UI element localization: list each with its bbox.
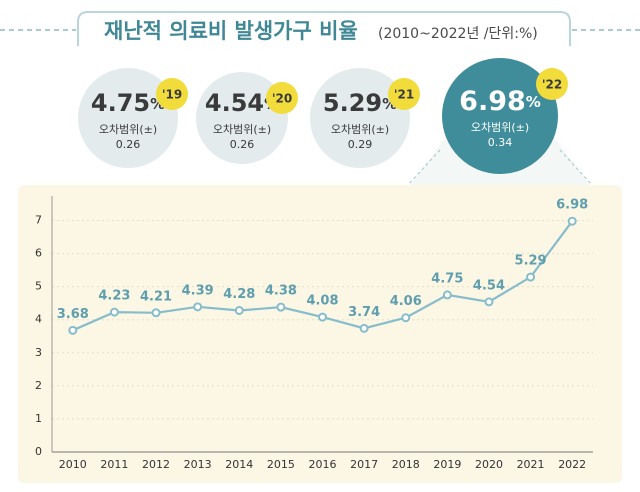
beam-edge <box>407 149 441 186</box>
highlight-value: 4.75 <box>91 89 150 117</box>
chart-panel <box>18 185 622 483</box>
x-tick-label: 2022 <box>558 458 586 471</box>
x-tick-label: 2011 <box>100 458 128 471</box>
error-value: 0.29 <box>348 138 373 151</box>
data-label: 4.21 <box>140 289 172 304</box>
error-label: 오차범위(±) <box>213 123 271 136</box>
y-tick-label: 1 <box>35 412 42 425</box>
beam-edge <box>559 149 593 186</box>
title-frame <box>77 11 571 46</box>
highlights: 4.75% 오차범위(±) 0.26 '19 4.54% 오차범위(±) 0.26 '20 5.… <box>78 58 568 174</box>
data-label: 3.68 <box>57 307 89 322</box>
x-tick-label: 2014 <box>225 458 253 471</box>
error-value: 0.26 <box>230 138 255 151</box>
highlight-value-group: 6.98% <box>459 86 541 117</box>
data-label: 4.54 <box>473 278 505 293</box>
data-point <box>234 305 244 315</box>
highlight-value: 4.54 <box>205 89 264 117</box>
highlight-value: 5.29 <box>323 89 382 117</box>
y-tick-label: 3 <box>35 346 42 359</box>
y-tick-label: 5 <box>35 280 42 293</box>
x-tick-label: 2020 <box>475 458 503 471</box>
year-label: '20 <box>272 92 292 106</box>
highlight-circle <box>442 58 558 174</box>
year-badge <box>388 78 420 110</box>
data-point <box>526 272 536 282</box>
data-point <box>484 297 494 307</box>
highlight-value: 6.98 <box>459 86 526 117</box>
data-point <box>276 302 286 312</box>
data-label: 6.98 <box>556 198 588 213</box>
highlight-circle <box>78 68 178 168</box>
year-label: '22 <box>542 78 562 92</box>
data-point <box>193 302 203 312</box>
data-label: 4.06 <box>390 294 422 309</box>
error-label: 오차범위(±) <box>331 123 389 136</box>
subtitle: (2010~2022년 /단위:%) <box>378 26 538 42</box>
data-point <box>151 308 161 318</box>
data-point <box>401 313 411 323</box>
highlight-value-group: 5.29% <box>323 89 397 117</box>
data-point <box>109 307 119 317</box>
x-tick-label: 2015 <box>267 458 295 471</box>
year-label: '21 <box>394 88 414 102</box>
error-value: 0.26 <box>116 138 141 151</box>
data-label: 4.75 <box>431 271 463 286</box>
error-value: 0.34 <box>488 136 513 149</box>
y-tick-label: 6 <box>35 247 42 260</box>
data-point <box>442 290 452 300</box>
x-tick-label: 2019 <box>433 458 461 471</box>
error-label: 오차범위(±) <box>471 121 529 134</box>
data-label: 4.08 <box>306 294 338 309</box>
highlight-circle <box>196 72 288 164</box>
y-tick-label: 4 <box>35 313 42 326</box>
x-tick-label: 2012 <box>142 458 170 471</box>
x-tick-label: 2013 <box>184 458 212 471</box>
x-tick-label: 2017 <box>350 458 378 471</box>
year-badge <box>536 68 568 100</box>
highlight-circle <box>310 68 410 168</box>
x-tick-label: 2016 <box>309 458 337 471</box>
title: 재난적 의료비 발생가구 비율 <box>104 19 358 43</box>
year-label: '19 <box>162 88 182 102</box>
y-tick-label: 0 <box>35 445 42 458</box>
data-label: 4.23 <box>98 289 130 304</box>
data-point <box>68 325 78 335</box>
data-label: 4.28 <box>223 287 255 302</box>
y-tick-label: 2 <box>35 379 42 392</box>
x-tick-label: 2010 <box>59 458 87 471</box>
highlight-unit: % <box>526 93 541 111</box>
data-point <box>318 312 327 322</box>
error-label: 오차범위(±) <box>99 123 157 136</box>
chart: 0 1 2 3 4 5 6 7 2010 2011 2012 2013 2014 2015 2016 2017… <box>35 196 593 471</box>
x-tick-label: 2021 <box>517 458 545 471</box>
data-point <box>567 216 577 226</box>
data-label: 4.39 <box>182 283 214 298</box>
data-label: 5.29 <box>515 254 547 269</box>
data-label: 3.74 <box>348 305 380 320</box>
y-tick-label: 7 <box>35 214 42 227</box>
x-tick-label: 2018 <box>392 458 420 471</box>
data-label: 4.38 <box>265 284 297 299</box>
data-point <box>359 323 369 333</box>
year-badge <box>156 78 188 110</box>
highlight-value-group: 4.75% <box>91 89 165 117</box>
year-badge <box>266 82 298 114</box>
